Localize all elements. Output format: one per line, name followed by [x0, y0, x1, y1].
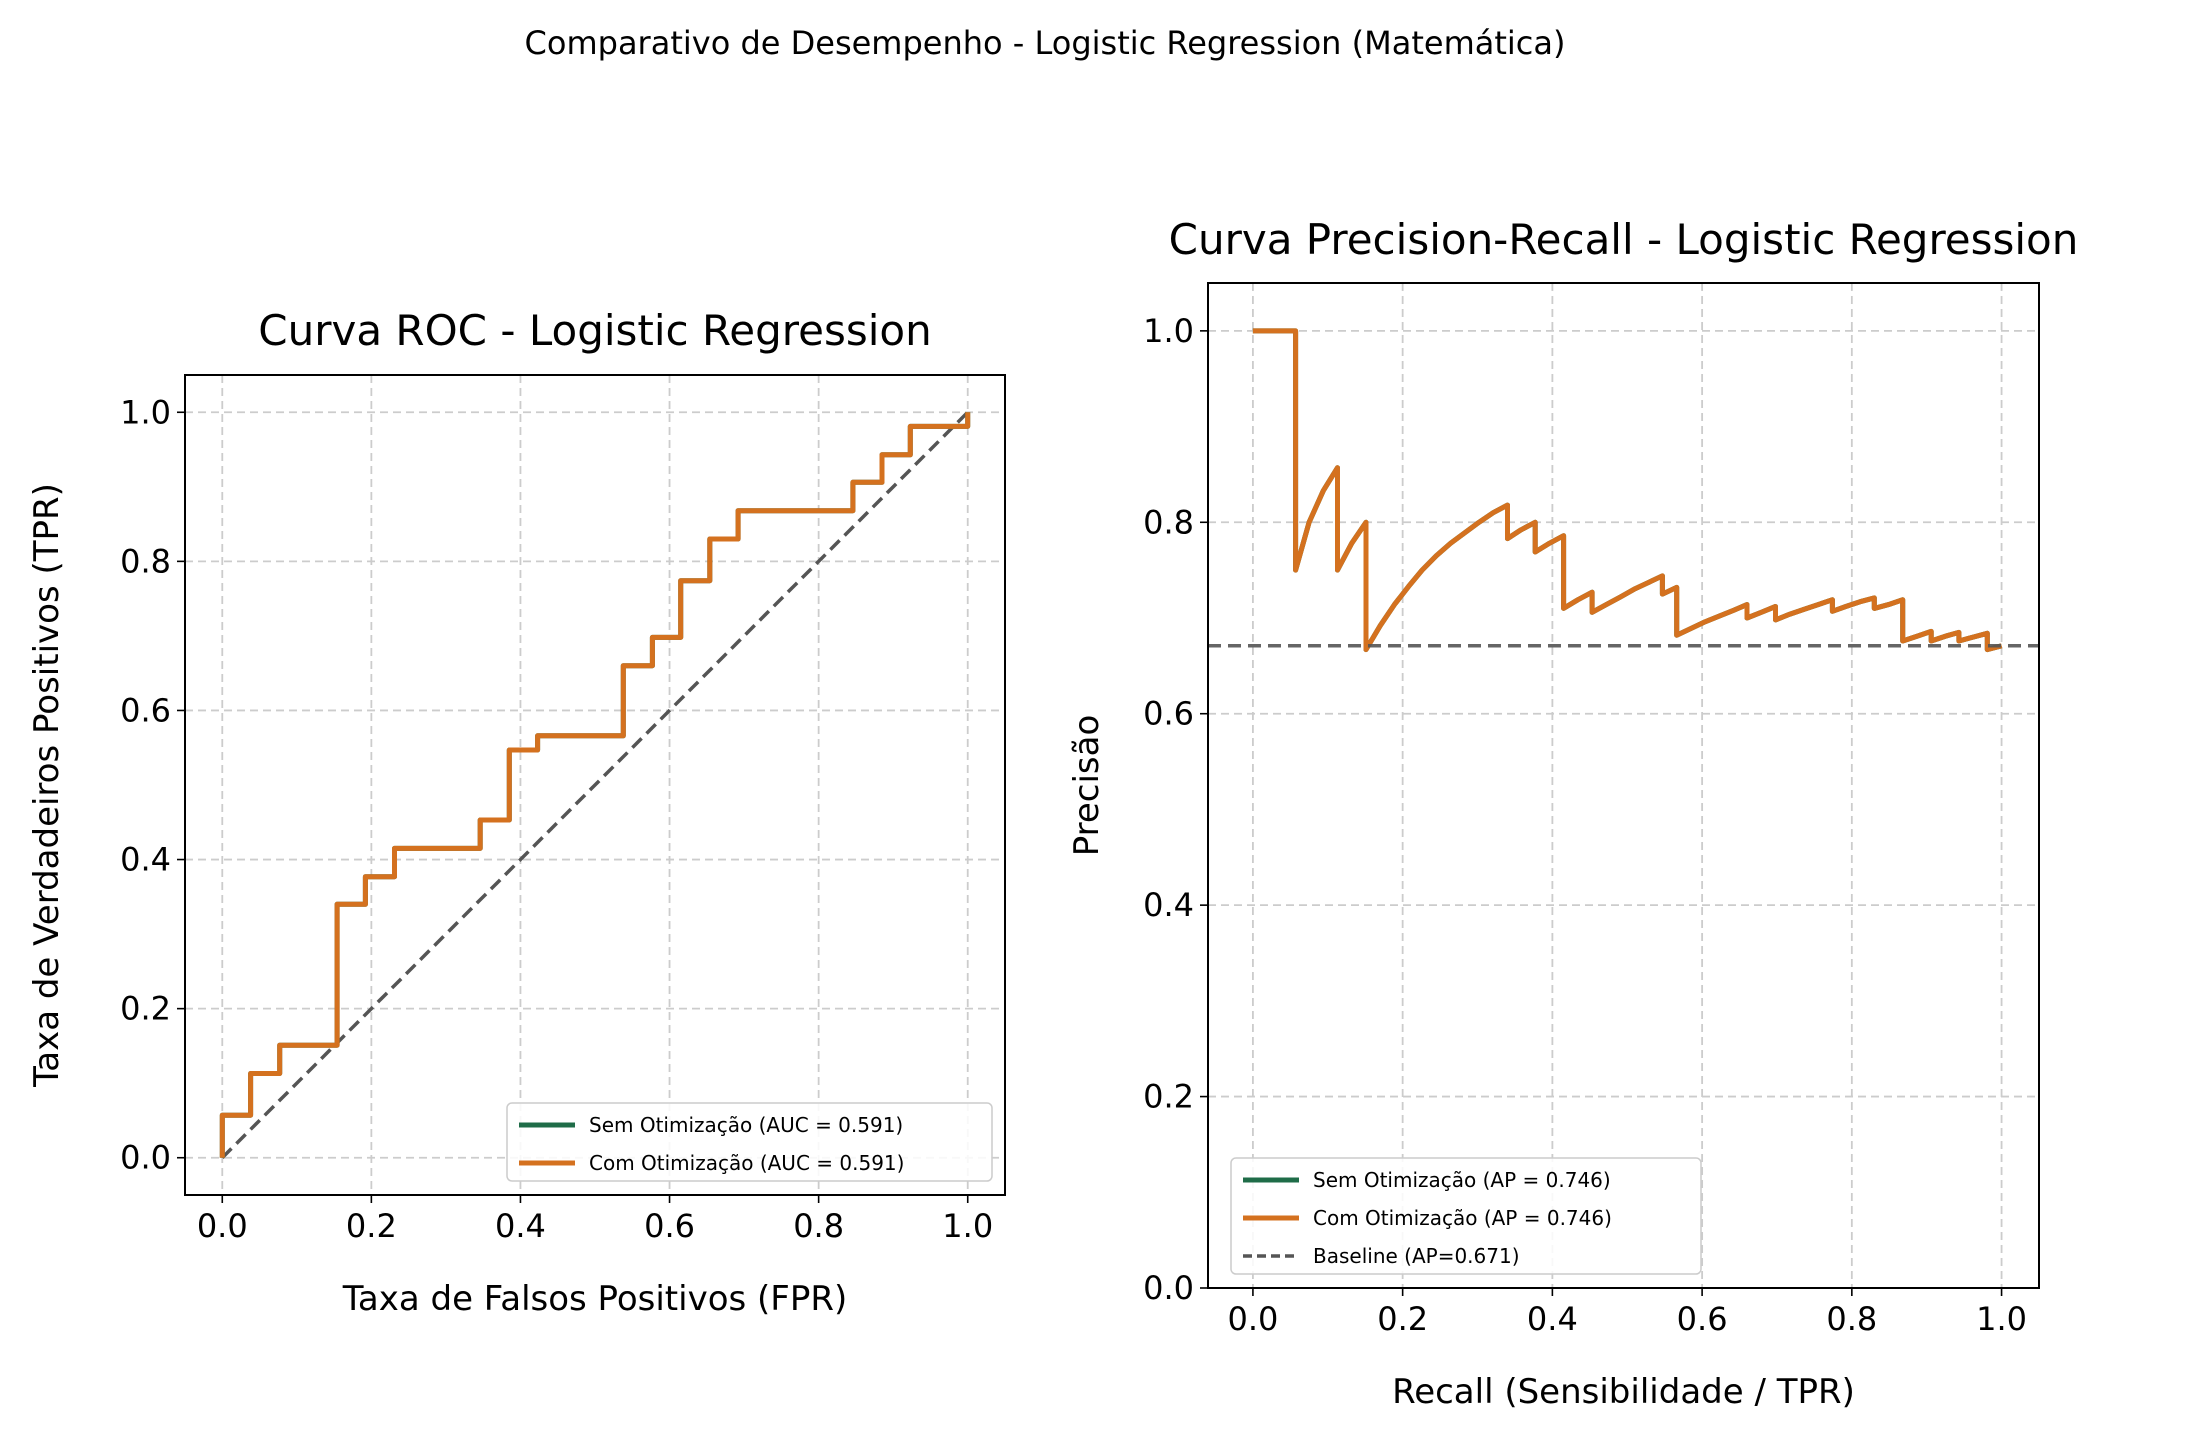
pr-x-axis-label: Recall (Sensibilidade / TPR) [1392, 1372, 1855, 1412]
pr-x-tick-label: 0.0 [1227, 1300, 1278, 1338]
roc-y-tick-label: 0.6 [120, 691, 171, 729]
figure-title: Comparativo de Desempenho - Logistic Reg… [524, 24, 1566, 62]
pr-x-tick-label: 0.2 [1377, 1300, 1428, 1338]
pr-y-tick-label: 0.0 [1143, 1269, 1194, 1307]
roc-y-tick-label: 0.0 [120, 1139, 171, 1177]
roc-y-tick-label: 1.0 [120, 393, 171, 431]
roc-y-axis-label: Taxa de Verdadeiros Positivos (TPR) [27, 483, 67, 1088]
roc-y-tick-label: 0.4 [120, 841, 171, 879]
pr-legend-label: Sem Otimização (AP = 0.746) [1313, 1168, 1611, 1192]
pr-legend-label: Baseline (AP=0.671) [1313, 1244, 1520, 1268]
pr-x-tick-label: 0.8 [1826, 1300, 1877, 1338]
pr-plot-frame [1207, 282, 2040, 1289]
roc-x-tick-label: 0.0 [197, 1207, 248, 1245]
pr-x-tick-label: 0.4 [1527, 1300, 1578, 1338]
pr-y-tick-label: 0.4 [1143, 886, 1194, 924]
roc-chart: 0.0 0.2 0.4 0.6 0.8 1.0 0.0 0.2 0.4 0.6 0.8 1.0 Curv… [27, 306, 1006, 1319]
pr-x-tick-label: 1.0 [1976, 1300, 2027, 1338]
precision-recall-chart: 0.0 0.2 0.4 0.6 0.8 1.0 0.0 0.2 0.4 0.6 0.8 1.0 Curv… [1067, 215, 2078, 1412]
roc-x-tick-label: 0.8 [793, 1207, 844, 1245]
pr-x-tick-label: 0.6 [1677, 1300, 1728, 1338]
roc-diagonal-reference-line [221, 411, 969, 1159]
roc-x-tick-label: 0.4 [495, 1207, 546, 1245]
pr-legend-label: Com Otimização (AP = 0.746) [1313, 1206, 1612, 1230]
pr-series-com-otimizacao [1252, 328, 2003, 653]
roc-x-tick-label: 0.6 [644, 1207, 695, 1245]
pr-legend-box [1230, 1157, 1702, 1275]
roc-legend-label: Sem Otimização (AUC = 0.591) [589, 1113, 903, 1137]
pr-chart-title: Curva Precision-Recall - Logistic Regres… [1169, 215, 2079, 264]
roc-x-tick-label: 1.0 [942, 1207, 993, 1245]
pr-y-tick-label: 0.2 [1143, 1078, 1194, 1116]
roc-series-com-otimizacao [219, 412, 971, 1158]
roc-chart-title: Curva ROC - Logistic Regression [258, 306, 931, 355]
roc-y-tick-label: 0.2 [120, 990, 171, 1028]
roc-y-tick-label: 0.8 [120, 542, 171, 580]
roc-legend-label: Com Otimização (AUC = 0.591) [589, 1151, 904, 1175]
roc-plot-frame [184, 374, 1006, 1196]
roc-x-tick-label: 0.2 [346, 1207, 397, 1245]
pr-y-tick-label: 0.8 [1143, 503, 1194, 541]
roc-legend-box [506, 1102, 993, 1182]
pr-y-axis-label: Precisão [1067, 715, 1107, 857]
pr-y-tick-label: 0.6 [1143, 695, 1194, 733]
pr-y-tick-label: 1.0 [1143, 312, 1194, 350]
roc-x-axis-label: Taxa de Falsos Positivos (FPR) [342, 1279, 848, 1319]
